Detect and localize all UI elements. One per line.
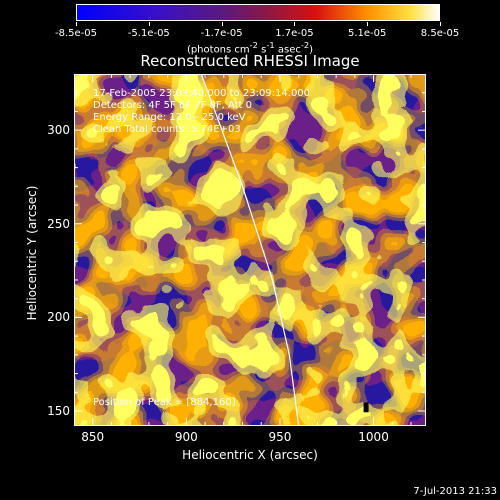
colorbar-tick [294,22,296,26]
peak-marker [363,402,369,413]
axis-ticks [74,74,426,426]
y-tick-label: 200 [47,310,70,325]
colorbar-tick [76,22,77,26]
y-tick-label: 250 [47,216,70,231]
x-tick-label: 950 [268,430,292,444]
colorbar-tick-label: -5.1e-05 [127,28,170,39]
y-axis-label: Heliocentric Y (arcsec) [25,185,39,321]
annotation-energy-range: Energy Range: 12.0 - 25.0 keV [93,112,246,123]
colorbar [76,4,440,21]
colorbar-tick-label: 1.7e-05 [275,28,314,39]
plot-frame [74,74,426,426]
colorbar-tick-label: -8.5e-05 [55,28,97,39]
timestamp-footer: 7-Jul-2013 21:33 [413,486,497,497]
x-tick-label: 1000 [358,430,389,444]
x-axis-label: Heliocentric X (arcsec) [182,448,318,462]
x-tick-label: 900 [174,430,198,444]
colorbar-tick-label: 5.1e-05 [347,28,387,39]
annotation-detectors: Detectors: 4F 5F 6F 7F 8F, Att 0 [93,100,253,111]
colorbar-tick [148,22,150,26]
colorbar-tick-label: -1.7e-05 [200,28,243,39]
colorbar-tick-label: 8.5e-05 [420,28,460,39]
heatmap-plot [74,74,426,426]
colorbar-tick [221,22,223,26]
colorbar-unit: (photons cm-2 s-1 asec-2) [186,40,314,56]
annotation-peak-position: Position of Peak = [884,160] [93,397,236,408]
y-tick-label: 150 [47,404,70,419]
colorbar-tick [367,22,369,26]
colorbar-tick [440,22,441,26]
chart-title: Reconstructed RHESSI Image [140,52,360,70]
heatmap-peak-regions [74,74,426,426]
y-tick-label: 300 [47,123,70,138]
annotation-clean-counts: Clean Total counts: 5.74E+03 [93,124,241,135]
annotation-time-range: 17-Feb-2005 23:03:40.000 to 23:09:14.000 [93,88,311,99]
solar-limb-line [200,74,300,426]
x-tick-label: 850 [81,430,105,444]
